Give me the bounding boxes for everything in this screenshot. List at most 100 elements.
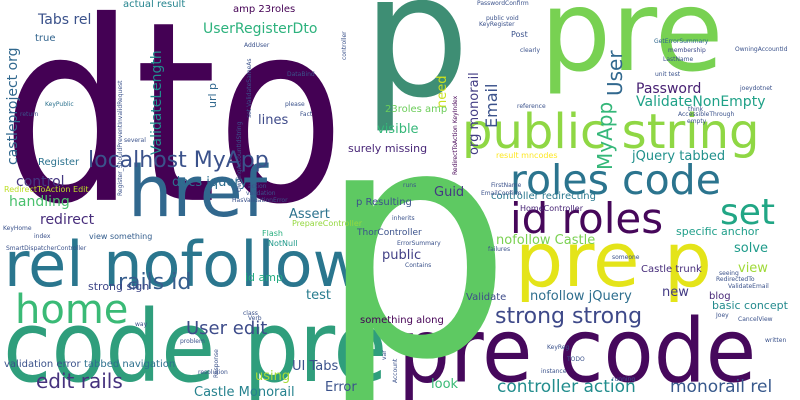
word: Joey xyxy=(716,312,729,319)
word: set xyxy=(720,192,776,233)
word: please xyxy=(285,101,305,108)
word: RedirectToAction Edit xyxy=(4,185,89,194)
word: someone xyxy=(612,254,640,261)
word: Castle Monorail xyxy=(194,385,295,400)
word: ValidateNonEmpty xyxy=(636,94,766,110)
word: validation xyxy=(246,190,276,197)
word: set ValidateSameAs xyxy=(246,58,253,118)
word: resolution xyxy=(198,369,228,376)
word: index xyxy=(34,233,51,240)
word: controller action xyxy=(497,377,636,397)
word: tabbed navigation xyxy=(84,359,176,370)
word: SmartDispatcherController xyxy=(6,245,87,252)
word: Flash xyxy=(262,229,283,238)
word: var xyxy=(381,350,388,360)
word: true xyxy=(35,33,56,44)
word: validation error xyxy=(4,359,81,370)
word: nofollow Castle xyxy=(496,233,596,248)
word: Tabs rel xyxy=(38,12,92,28)
word: GetErrorSummary xyxy=(654,38,709,45)
word: reference xyxy=(517,103,546,110)
word: return xyxy=(20,111,39,118)
word: RedirectToAction KeyIndex xyxy=(452,95,459,175)
word: href xyxy=(128,151,268,233)
word: edit rails xyxy=(36,369,123,393)
word: org monorail xyxy=(467,72,482,155)
word: monorail rel xyxy=(670,377,773,397)
word: Contains xyxy=(405,262,432,269)
word: KeyHome xyxy=(3,225,32,232)
word: TODO xyxy=(567,356,585,363)
word: written xyxy=(765,337,787,344)
word: seeing xyxy=(719,270,739,277)
word: Castle trunk xyxy=(641,264,702,275)
word: actual result xyxy=(123,0,186,10)
word: User edit xyxy=(186,318,268,339)
word: Email xyxy=(482,83,501,128)
word: 23roles amp xyxy=(385,104,448,115)
word: lines xyxy=(258,113,289,128)
word: several xyxy=(124,137,146,144)
word: test xyxy=(306,288,331,303)
word: CancelView xyxy=(738,316,773,323)
word: ErrorSummary xyxy=(397,240,441,247)
word: controller xyxy=(341,31,348,60)
word: nofollow jQuery xyxy=(530,289,632,304)
word: runs xyxy=(403,182,417,189)
word: jQuery tabbed xyxy=(632,149,726,164)
word: dto xyxy=(2,0,345,260)
word: action xyxy=(248,183,267,190)
word: control xyxy=(16,174,65,190)
word: public string xyxy=(462,104,760,160)
word: LastName xyxy=(663,56,694,63)
word: docs jquery xyxy=(172,175,248,190)
word: OwningAccountId xyxy=(735,46,788,53)
word: localhost MyApp xyxy=(88,148,269,173)
word: home xyxy=(15,287,129,333)
word: PasswordConfirm xyxy=(477,0,529,7)
word: joeydotnet xyxy=(740,85,773,92)
word: p Resulting xyxy=(356,197,412,208)
word: public void xyxy=(486,15,519,22)
word: something along xyxy=(360,315,444,326)
word: HomeController xyxy=(520,204,583,213)
word: id roles xyxy=(510,194,664,243)
word: Register_ShouldPreventInvalidRequest xyxy=(117,80,124,196)
word: strong sign xyxy=(88,280,150,293)
word: controller redirecting xyxy=(491,191,596,202)
word: rel nofollow xyxy=(4,228,364,301)
word: AddUser xyxy=(244,42,270,49)
word: UserRegisterDto xyxy=(203,21,318,37)
word: result mncodes xyxy=(496,151,558,160)
word: Error xyxy=(325,380,357,395)
word: AccessibleThrough xyxy=(678,111,735,118)
word: RedirectedTo xyxy=(716,276,755,283)
word: PrepareController xyxy=(292,219,363,228)
word: ValidateEmail xyxy=(728,283,769,290)
word: OwningAccountIdString xyxy=(236,121,243,192)
word: clearly xyxy=(520,47,541,54)
word: pre p xyxy=(515,215,712,304)
word: class xyxy=(243,310,258,317)
word: visible xyxy=(377,122,419,137)
word: UI Tabs xyxy=(292,359,339,374)
word: Guid xyxy=(434,185,465,200)
word: membership xyxy=(668,47,706,54)
word: solve xyxy=(734,241,769,256)
word: Post xyxy=(511,30,528,39)
word: KeyReg xyxy=(547,344,570,351)
word: User xyxy=(603,50,627,96)
word: public xyxy=(382,248,422,263)
word: pre xyxy=(540,0,724,97)
word: KeyRegister xyxy=(479,21,515,28)
word: instance xyxy=(541,368,567,375)
word: Password xyxy=(636,81,702,97)
word: basic concept xyxy=(712,299,788,312)
word: NotNull xyxy=(268,239,298,248)
word: handling xyxy=(9,194,70,210)
word: empty xyxy=(687,118,707,125)
word: think xyxy=(688,106,704,113)
word: surely missing xyxy=(348,142,428,155)
word: unit test xyxy=(655,71,681,78)
